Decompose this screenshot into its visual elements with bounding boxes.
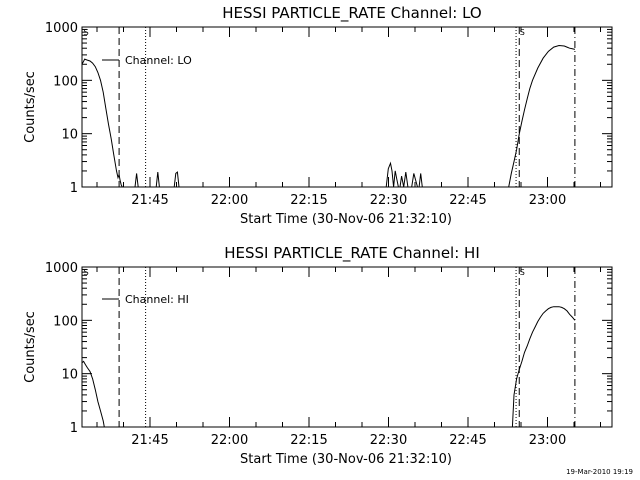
legend-label-hi: Channel: HI xyxy=(125,293,189,306)
x-tick-label: 21:45 xyxy=(131,433,168,448)
y-axis-label-hi: Counts/sec xyxy=(23,311,38,383)
x-tick-label: 22:00 xyxy=(211,433,248,448)
x-tick-label: 22:30 xyxy=(370,193,407,208)
chart-title-lo: HESSI PARTICLE_RATE Channel: LO xyxy=(222,4,481,23)
data-series-lo xyxy=(81,44,576,188)
x-tick-label: 22:15 xyxy=(290,193,327,208)
saa-flag-label: S xyxy=(520,268,525,277)
x-tick-label: 22:15 xyxy=(290,433,327,448)
footer-date: 19-Mar-2010 19:19 xyxy=(566,468,633,476)
chart-panel-lo: HESSI PARTICLE_RATE Channel: LO Counts/s… xyxy=(23,4,613,227)
x-axis-label-lo: Start Time (30-Nov-06 21:32:10) xyxy=(240,212,452,227)
tick-group-lo: 1 10 100 1000 21:45 22:00 22:15 22:30 22:45 23:00 xyxy=(45,21,612,208)
x-tick-label: 23:00 xyxy=(529,433,566,448)
plot-frame-hi xyxy=(81,266,613,428)
saa-flag-label: S xyxy=(84,268,89,277)
x-tick-label: 22:45 xyxy=(449,433,486,448)
x-tick-label: 23:00 xyxy=(529,193,566,208)
y-tick-label: 1000 xyxy=(45,261,78,276)
tick-group-hi: 1 10 100 1000 21:45 22:00 22:15 22:30 22:45 23:00 xyxy=(45,261,612,448)
saa-flag-label: S xyxy=(84,28,89,37)
y-tick-label: 10 xyxy=(61,128,78,143)
legend-label-lo: Channel: LO xyxy=(125,54,192,67)
x-tick-label: 21:45 xyxy=(131,193,168,208)
x-tick-label: 22:00 xyxy=(211,193,248,208)
chart-panel-hi: HESSI PARTICLE_RATE Channel: HI Counts/s… xyxy=(23,244,613,467)
plot-frame-lo xyxy=(81,26,613,188)
x-tick-label: 22:30 xyxy=(370,433,407,448)
x-tick-label: 22:45 xyxy=(449,193,486,208)
y-tick-label: 1 xyxy=(70,181,78,196)
y-tick-label: 1000 xyxy=(45,21,78,36)
y-tick-label: 1 xyxy=(70,421,78,436)
y-tick-label: 100 xyxy=(53,74,78,89)
y-tick-label: 10 xyxy=(61,368,78,383)
y-tick-label: 100 xyxy=(53,314,78,329)
saa-flag-label: S xyxy=(520,28,525,37)
chart-title-hi: HESSI PARTICLE_RATE Channel: HI xyxy=(224,244,480,263)
data-series-hi xyxy=(81,306,576,428)
y-axis-label-lo: Counts/sec xyxy=(23,71,38,143)
x-axis-label-hi: Start Time (30-Nov-06 21:32:10) xyxy=(240,452,452,467)
